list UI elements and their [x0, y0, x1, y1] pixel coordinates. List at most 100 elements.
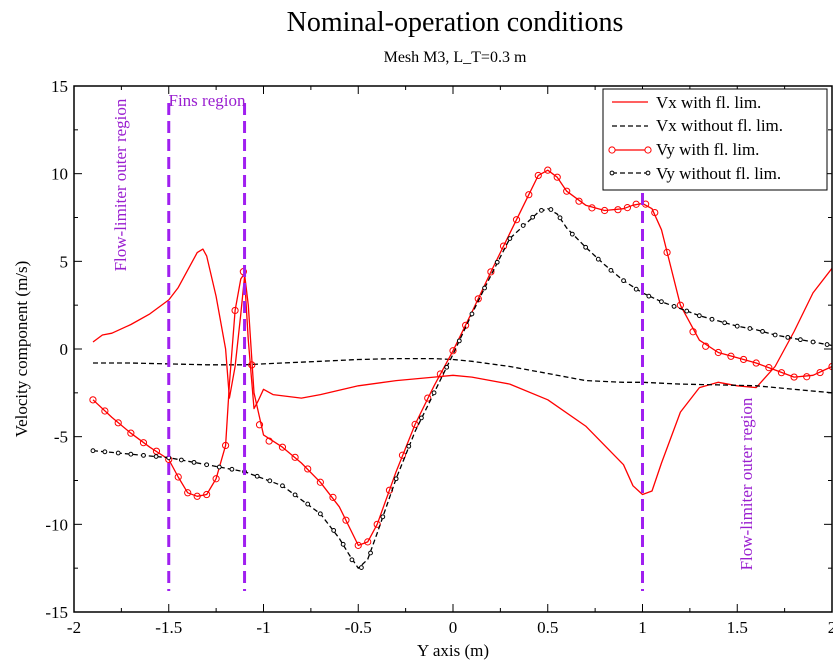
point-vy-fl [588, 204, 596, 212]
point-vy-nofl [798, 337, 803, 343]
series-group [89, 166, 832, 570]
point-vy-nofl [709, 316, 715, 322]
x-tick-label: 1.5 [727, 618, 748, 637]
series-line-vy-fl [92, 169, 832, 547]
y-tick-label: -15 [45, 603, 68, 622]
point-vy-fl [544, 166, 552, 174]
point-vy-nofl [216, 464, 222, 470]
point-vy-nofl [633, 286, 639, 292]
point-vy-fl [329, 493, 337, 501]
point-vy-nofl [267, 478, 273, 484]
y-tick-label: 0 [60, 340, 69, 359]
point-vy-nofl [444, 364, 450, 370]
point-vy-fl [575, 197, 583, 205]
point-vy-nofl [530, 214, 536, 220]
legend-label-vx-nofl: Vx without fl. lim. [656, 116, 783, 135]
point-vy-nofl [722, 320, 728, 326]
point-vy-nofl [178, 457, 184, 463]
point-vy-nofl [254, 473, 260, 479]
y-tick-label: 10 [51, 165, 68, 184]
point-vy-fl [512, 216, 521, 224]
point-vy-nofl [229, 466, 235, 472]
point-vy-nofl [482, 285, 487, 291]
point-vy-nofl [772, 332, 778, 338]
fins-region-label: Fins region [169, 91, 246, 110]
point-vy-fl [553, 173, 561, 181]
legend-label-vx-fl: Vx with fl. lim. [656, 93, 761, 112]
point-vy-nofl [520, 223, 526, 228]
point-vy-nofl [569, 231, 575, 237]
x-tick-label: -0.5 [345, 618, 372, 637]
point-vy-nofl [646, 293, 652, 299]
point-vy-fl [449, 347, 457, 355]
point-vy-fl [816, 368, 824, 377]
series-line-vx-nofl [93, 357, 832, 394]
point-vy-nofl [747, 326, 753, 331]
series-line-vx-fl [92, 248, 832, 496]
point-vy-nofl [406, 443, 412, 449]
point-vy-nofl [204, 462, 210, 468]
point-vy-fl [739, 355, 748, 364]
point-vy-fl [212, 475, 220, 483]
legend-marker-vy-nofl [645, 170, 651, 176]
point-vy-fl [193, 492, 201, 500]
point-vy-fl [354, 541, 362, 549]
series-layer [89, 166, 832, 570]
x-tick-label: 0 [449, 618, 458, 637]
point-vy-fl [777, 369, 786, 377]
point-vy-fl [304, 465, 312, 473]
point-vy-fl [373, 520, 381, 528]
point-vy-nofl [696, 313, 702, 319]
point-vy-nofl [90, 448, 96, 454]
y-tick-label: 15 [51, 77, 68, 96]
point-vy-nofl [368, 550, 373, 556]
point-vy-fl [803, 373, 811, 381]
point-vy-fl [487, 268, 495, 276]
point-vy-fl [632, 200, 640, 208]
point-vy-fl [174, 473, 182, 481]
point-vy-fl [534, 171, 542, 180]
point-vy-nofl [608, 267, 614, 273]
point-vy-fl [291, 453, 299, 461]
point-vy-nofl [331, 528, 337, 533]
vlines-layer [167, 103, 644, 591]
point-vy-nofl [548, 207, 554, 212]
x-tick-label: 2 [828, 618, 833, 637]
point-vy-fl [601, 206, 609, 215]
point-vy-nofl [671, 304, 677, 309]
legend-label-vy-fl: Vy with fl. lim. [656, 140, 759, 159]
point-vy-fl [184, 489, 192, 497]
point-vy-fl [689, 328, 697, 336]
point-vy-nofl [153, 454, 159, 459]
point-vy-nofl [349, 557, 355, 563]
point-vy-fl [714, 348, 722, 357]
x-tick-label: 0.5 [537, 618, 558, 637]
point-vy-nofl [317, 511, 323, 517]
point-vy-nofl [810, 339, 816, 345]
point-vy-fl [222, 441, 230, 450]
point-vy-nofl [824, 342, 830, 347]
x-axis-label: Y axis (m) [417, 641, 489, 660]
legend-marker-vy-fl [608, 146, 616, 154]
plot-frame [73, 85, 833, 613]
point-vy-nofl [621, 278, 626, 284]
point-vy-nofl [380, 514, 386, 520]
point-vy-nofl [359, 565, 364, 570]
point-vy-nofl [141, 452, 146, 458]
point-vy-fl [248, 361, 256, 369]
point-vy-fl [127, 429, 135, 437]
point-vy-nofl [191, 459, 197, 465]
x-tick-label: 1 [638, 618, 647, 637]
series-line-vy-nofl [92, 208, 832, 569]
point-vy-fl [790, 373, 798, 381]
legend-label-vy-nofl: Vy without fl. lim. [656, 164, 781, 183]
point-vy-nofl [785, 334, 791, 340]
x-tick-label: -1 [256, 618, 270, 637]
point-vy-fl [316, 478, 324, 486]
point-vy-nofl [583, 244, 589, 250]
point-vy-fl [89, 396, 97, 404]
point-vy-nofl [128, 451, 134, 457]
point-vy-fl [265, 437, 273, 445]
point-vy-nofl [595, 256, 601, 262]
y-tick-label: -5 [54, 428, 68, 447]
